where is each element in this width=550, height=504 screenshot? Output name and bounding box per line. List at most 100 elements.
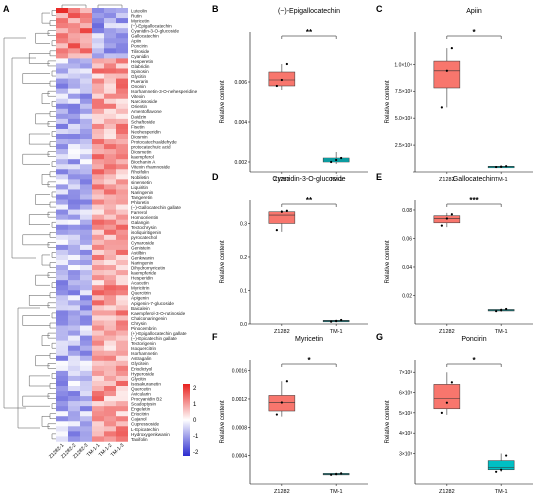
heatmap-cell [56,68,68,74]
boxplot-panel-c: C Apiin 2.5×10³ 5.0×10³ 7.5×10³ 1.0×10⁴ Relati… [376,4,533,183]
y-tick-label: 0.0004 [232,454,248,460]
dendrogram-branch [28,375,50,387]
data-point [275,84,278,88]
heatmap-cell [104,280,116,286]
heatmap-cell [80,194,92,200]
heatmap-cell [80,184,92,190]
dendrogram-branch [51,131,56,137]
dendrogram-branch [51,70,56,77]
heatmap-cell [116,260,128,266]
heatmap-cell [116,295,128,301]
heatmap-cell [104,411,116,417]
heatmap-cell [116,174,128,180]
y-tick-label: 5.0×10³ [395,116,412,122]
heatmap-cell [116,380,128,387]
heatmap-cell [92,169,104,175]
x-tick-label: Z1282 [439,329,455,335]
y-tick-label: 4×10³ [399,431,412,437]
heatmap-cell [80,330,92,336]
heatmap-cell [116,265,128,271]
heatmap-cell [80,48,92,54]
significance-label: ** [306,196,313,205]
heatmap-cell [80,254,92,261]
y-tick-label: 0.0016 [232,369,248,375]
heatmap-cell [80,360,92,367]
data-point [330,320,333,323]
heatmap-cell [92,134,104,140]
heatmap-cell [80,355,92,362]
heatmap-cell [56,123,68,130]
heatmap-cell [116,33,128,39]
heatmap-cell [80,370,92,377]
heatmap-cell [80,290,92,296]
panel-title: Gallocatechin [453,176,496,183]
heatmap-cell [104,144,116,150]
x-tick-label: TM-1 [495,177,508,183]
heatmap-row-label: Isosakuranetin [131,381,161,386]
heatmap-cell [104,174,116,180]
heatmap-cell [104,13,116,19]
heatmap-cell [116,365,128,372]
heatmap-cell [116,330,128,336]
heatmap-cell [92,144,104,150]
heatmap-cell [116,28,128,34]
heatmap-row-label: Tangeretin [131,195,153,200]
heatmap-row-label: Puerarin [131,79,149,84]
y-axis-label: Relative content [385,400,391,443]
heatmap-cell [92,350,104,357]
heatmap-cell [116,184,128,190]
heatmap-cell [68,204,80,210]
heatmap-row-label: Glycitin [131,376,147,381]
heatmap-cell [116,58,128,64]
heatmap-cell [68,315,80,321]
heatmap-cell [116,325,128,331]
heatmap-cell [68,48,80,54]
data-point [495,470,498,473]
dendrogram-branch [49,111,56,117]
heatmap-cell [56,88,68,94]
heatmap-cell [56,179,68,185]
heatmap-row-label: Quercitrin [131,291,151,296]
heatmap-cell [116,315,128,321]
heatmap-cell [92,8,104,14]
box-body [268,211,296,224]
heatmap-cell [104,375,116,382]
data-point [495,310,498,313]
boxplot-panels: B (−)-Epigallocatechin 0.002 0.004 0.006 Rela… [212,4,533,495]
dendrogram-branch [49,232,56,238]
heatmap-cell [104,335,116,341]
heatmap-row-label: Procyanidin B2 [131,397,162,402]
heatmap-cell [80,219,92,226]
heatmap-cell [92,280,104,286]
heatmap-cell [104,355,116,362]
heatmap-row-label: Narcissoside [131,99,158,104]
heatmap-cell [80,169,92,175]
heatmap-cell [92,139,104,145]
heatmap-row-label: Apigenin [131,296,149,301]
heatmap-cell [104,164,116,170]
heatmap-cell [92,88,104,94]
heatmap-cell [116,305,128,311]
heatmap-cell [116,431,128,437]
dendrogram-branch [49,20,56,26]
y-tick-label: 0.006 [234,80,247,86]
heatmap-cell [104,108,116,115]
y-tick-label: 0.02 [402,293,412,299]
heatmap-cell [92,260,104,266]
heatmap-cell [68,73,80,79]
heatmap-row-label: Taxifolin [131,437,148,442]
heatmap-cell [116,285,128,291]
heatmap-cell [116,144,128,150]
heatmap-cell [104,310,116,316]
heatmap-cell [80,350,92,357]
x-tick-label: Z1282 [274,329,290,335]
boxplot-panel-f: F Myricetin 0.0004 0.0008 0.0012 0.0016 Relati… [212,332,368,495]
heatmap-row-label: Genkwanin [131,255,154,260]
data-point [275,413,278,416]
heatmap-cell [116,149,128,155]
heatmap-cell [104,401,116,407]
heatmap-row-label: Poncirin [131,44,148,49]
heatmap-cell [104,365,116,372]
heatmap-cell [80,164,92,170]
heatmap-cell [92,370,104,377]
